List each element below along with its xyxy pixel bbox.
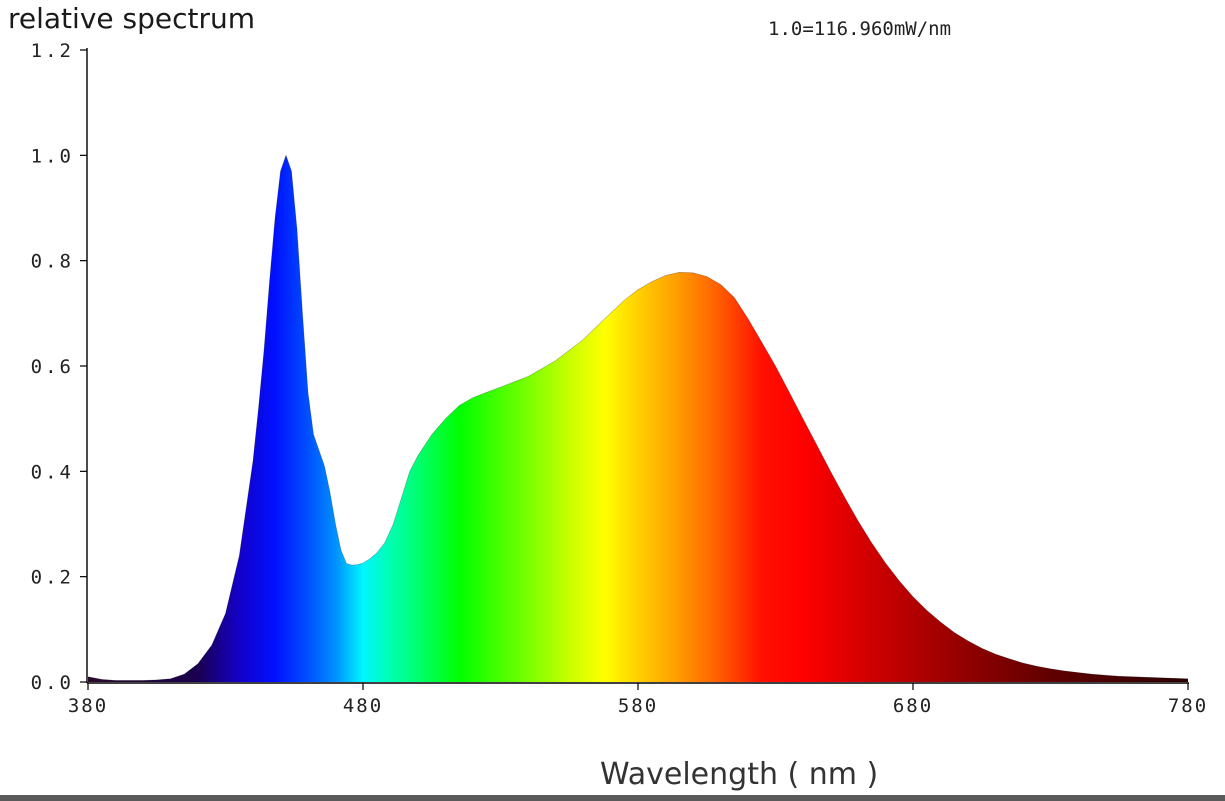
y-tick-label: 0.2: [31, 567, 74, 589]
y-tick-label: 0.8: [31, 251, 74, 273]
bottom-border: [0, 795, 1225, 801]
spectrum-fill: [88, 155, 1188, 682]
spectrum-series-line: [87, 154, 1189, 681]
x-tick-label: 580: [618, 695, 658, 717]
y-axis-title: relative spectrum: [8, 2, 255, 35]
x-axis-title: Wavelength ( nm ): [600, 757, 878, 792]
x-tick-label: 380: [68, 695, 108, 717]
x-tick-label: 780: [1168, 695, 1208, 717]
x-axis-ticks: 380 480 580 680 780: [68, 683, 1208, 717]
y-tick-label: 1.2: [31, 40, 74, 62]
y-tick-label: 0.4: [31, 461, 74, 483]
y-axis-ticks: 0.0 0.2 0.4 0.6 0.8 1.0 1.2: [31, 40, 87, 694]
scale-annotation: 1.0=116.960mW/nm: [768, 18, 951, 40]
x-tick-label: 480: [343, 695, 383, 717]
y-tick-label: 0.6: [31, 356, 74, 378]
x-tick-label: 680: [893, 695, 933, 717]
y-tick-label: 1.0: [31, 145, 74, 167]
y-tick-label: 0.0: [31, 672, 74, 694]
spectrum-area: [88, 155, 1188, 682]
